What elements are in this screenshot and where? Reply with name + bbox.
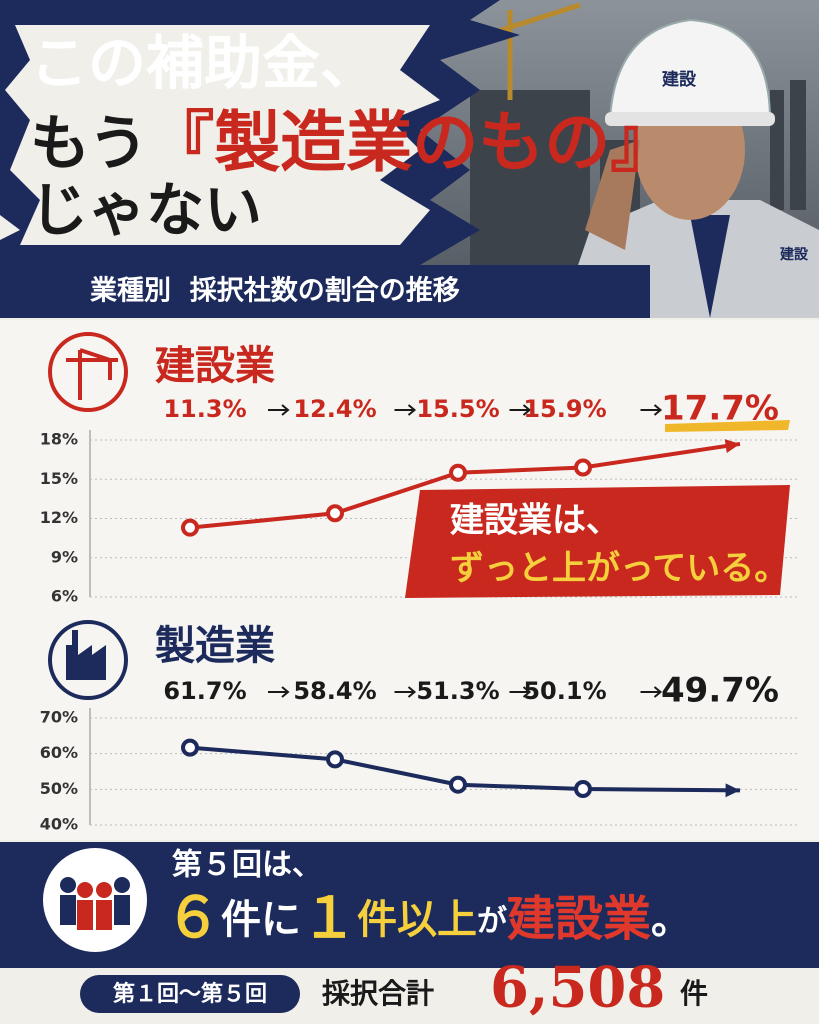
brush-paper [5,25,440,245]
value-label: 15.5% [416,395,499,423]
data-point [326,504,344,523]
callout-brush [405,485,790,598]
value-label: 11.3% [163,395,246,423]
headline-accent: 『製造業のもの』 [148,103,676,181]
y-tick-label: 15% [40,469,78,488]
value-label: 61.7% [163,677,246,705]
headline-line2: もう『製造業のもの』 [30,103,676,181]
crane-icon [48,332,128,412]
sequence-arrow [268,404,290,416]
y-tick-label: 40% [40,815,78,834]
data-point [181,518,199,537]
sequence-arrow [640,404,663,416]
y-tick-label: 60% [40,743,78,762]
sequence-arrow [509,404,532,416]
banner-part: 件に [221,897,301,943]
footer-unit: 件 [680,977,708,1010]
y-tick-label: 50% [40,779,78,798]
callout-line1: 建設業は、 [450,501,620,541]
banner-part: 建設業 [507,891,651,947]
section-bar [0,265,650,318]
y-tick-label: 6% [51,587,78,606]
chart-title: 建設業 [155,343,275,389]
banner-part: 件以上 [357,897,477,943]
value-label: 12.4% [293,395,376,423]
callout-line2: ずっと上がっている。 [450,549,788,589]
y-tick-label: 12% [40,508,78,527]
y-tick-label: 18% [40,430,78,449]
chart-title: 製造業 [155,623,275,669]
factory-icon [48,620,128,700]
data-point [449,775,467,794]
data-point [574,458,592,477]
banner-part: ６ [165,886,221,951]
highlight-underline [665,420,790,432]
sequence-arrow [640,686,663,698]
banner-bg [0,842,819,968]
arrowhead [725,783,740,798]
sequence-arrow [394,404,417,416]
banner-part: が [477,904,507,939]
value-label: 17.7% [661,389,779,429]
value-label: 49.7% [661,671,779,711]
value-label: 50.1% [523,677,606,705]
sequence-arrow [509,686,532,698]
sequence-arrow [394,686,417,698]
sequence-arrow [268,686,290,698]
value-label: 51.3% [416,677,499,705]
section-title: 業種別 採択社数の割合の推移 [90,276,460,307]
period-pill [80,975,300,1013]
headline-line1: この補助金、 [30,29,378,97]
banner-line1: 第５回は、 [172,848,322,883]
y-tick-label: 70% [40,708,78,727]
jacket-label: 建設 [779,246,809,263]
arrowhead [724,439,740,453]
y-tick-label: 9% [51,547,78,566]
banner-part: 。 [651,897,691,943]
data-point [181,738,199,757]
banner-part: １ [301,886,357,951]
footer-label: 採択合計 [322,977,434,1010]
people-icon [43,848,147,952]
value-label: 58.4% [293,677,376,705]
headline-line3: じゃない [30,176,262,244]
value-label: 15.9% [523,395,606,423]
footer-total: 6,508 [490,955,665,1021]
footer-period: 第１回～第５回 [112,981,267,1007]
data-point [449,463,467,482]
data-point [574,779,592,798]
headline-plain: もう [30,109,148,179]
helmet-label: 建設 [661,70,697,90]
data-point [326,750,344,769]
banner-line2: ６件に１件以上が建設業。 [165,886,691,951]
